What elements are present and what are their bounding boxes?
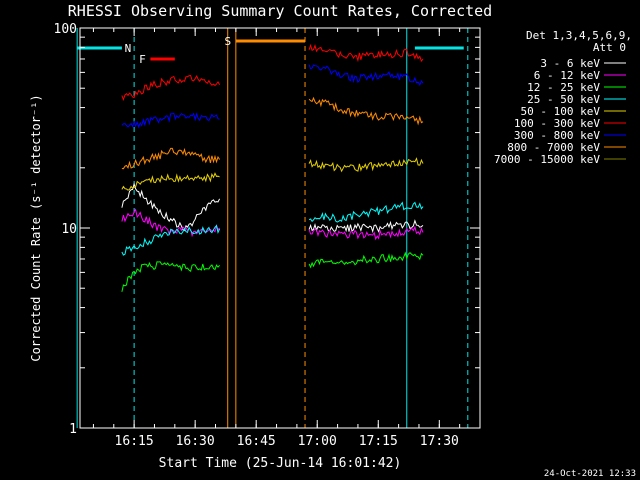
series-line-25-50-kev [308, 201, 424, 223]
x-tick-label: 16:30 [176, 434, 215, 449]
flag-label-s: S [225, 35, 232, 48]
x-axis-label: Start Time (25-Jun-14 16:01:42) [159, 456, 402, 471]
legend-label-50-100-kev: 50 - 100 keV [521, 105, 601, 118]
series-line-6-12-kev [121, 208, 220, 238]
legend-label-300-800-kev: 300 - 800 keV [514, 129, 600, 142]
series-line-300-800-kev [121, 112, 220, 129]
y-axis-label: Corrected Count Rate (s⁻¹ detector⁻¹) [29, 94, 43, 361]
axes: 16:15 16:30 16:45 17:00 17:15 17:30 1 10 100 [54, 22, 481, 449]
series-line-6-12-kev [308, 225, 424, 241]
series-line-300-800-kev [308, 64, 424, 87]
y-tick-label: 10 [61, 222, 77, 237]
flag-label-n: N [125, 42, 132, 55]
x-tick-label: 16:45 [237, 434, 276, 449]
series-line-800-7000-kev [308, 96, 424, 126]
chart-title: RHESSI Observing Summary Count Rates, Co… [68, 2, 492, 20]
series-line-3-6-kev [308, 219, 424, 234]
plot-area: NF S [76, 28, 469, 428]
legend-label-7000-15000-kev: 7000 - 15000 keV [494, 153, 600, 166]
series-line-100-300-kev [121, 74, 221, 101]
legend-label-25-50-kev: 25 - 50 keV [527, 93, 600, 106]
series-line-50-100-kev [121, 172, 220, 191]
render-timestamp: 24-Oct-2021 12:33 [544, 469, 636, 479]
series-line-3-6-kev [121, 182, 221, 232]
legend-label-12-25-kev: 12 - 25 keV [527, 81, 600, 94]
series-line-25-50-kev [121, 224, 221, 256]
series-line-800-7000-kev [121, 147, 221, 170]
legend-label-800-7000-kev: 800 - 7000 keV [507, 141, 600, 154]
series-line-12-25-kev [121, 261, 220, 292]
legend-label-6-12-kev: 6 - 12 keV [534, 69, 601, 82]
legend-header-line1: Det 1,3,4,5,6,9, [526, 29, 632, 42]
x-tick-label: 17:15 [359, 434, 398, 449]
x-tick-label: 17:30 [420, 434, 459, 449]
series-line-100-300-kev [308, 43, 424, 63]
x-tick-label: 16:15 [115, 434, 154, 449]
y-tick-label: 1 [69, 422, 77, 437]
y-tick-label: 100 [54, 22, 77, 37]
legend-label-3-6-kev: 3 - 6 keV [540, 57, 600, 70]
x-tick-label: 17:00 [298, 434, 337, 449]
series-line-12-25-kev [308, 251, 424, 269]
legend-label-100-300-kev: 100 - 300 keV [514, 117, 600, 130]
legend-header-line2: Att 0 [593, 41, 626, 54]
series-line-50-100-kev [308, 157, 424, 173]
flag-label-f: F [139, 53, 146, 66]
